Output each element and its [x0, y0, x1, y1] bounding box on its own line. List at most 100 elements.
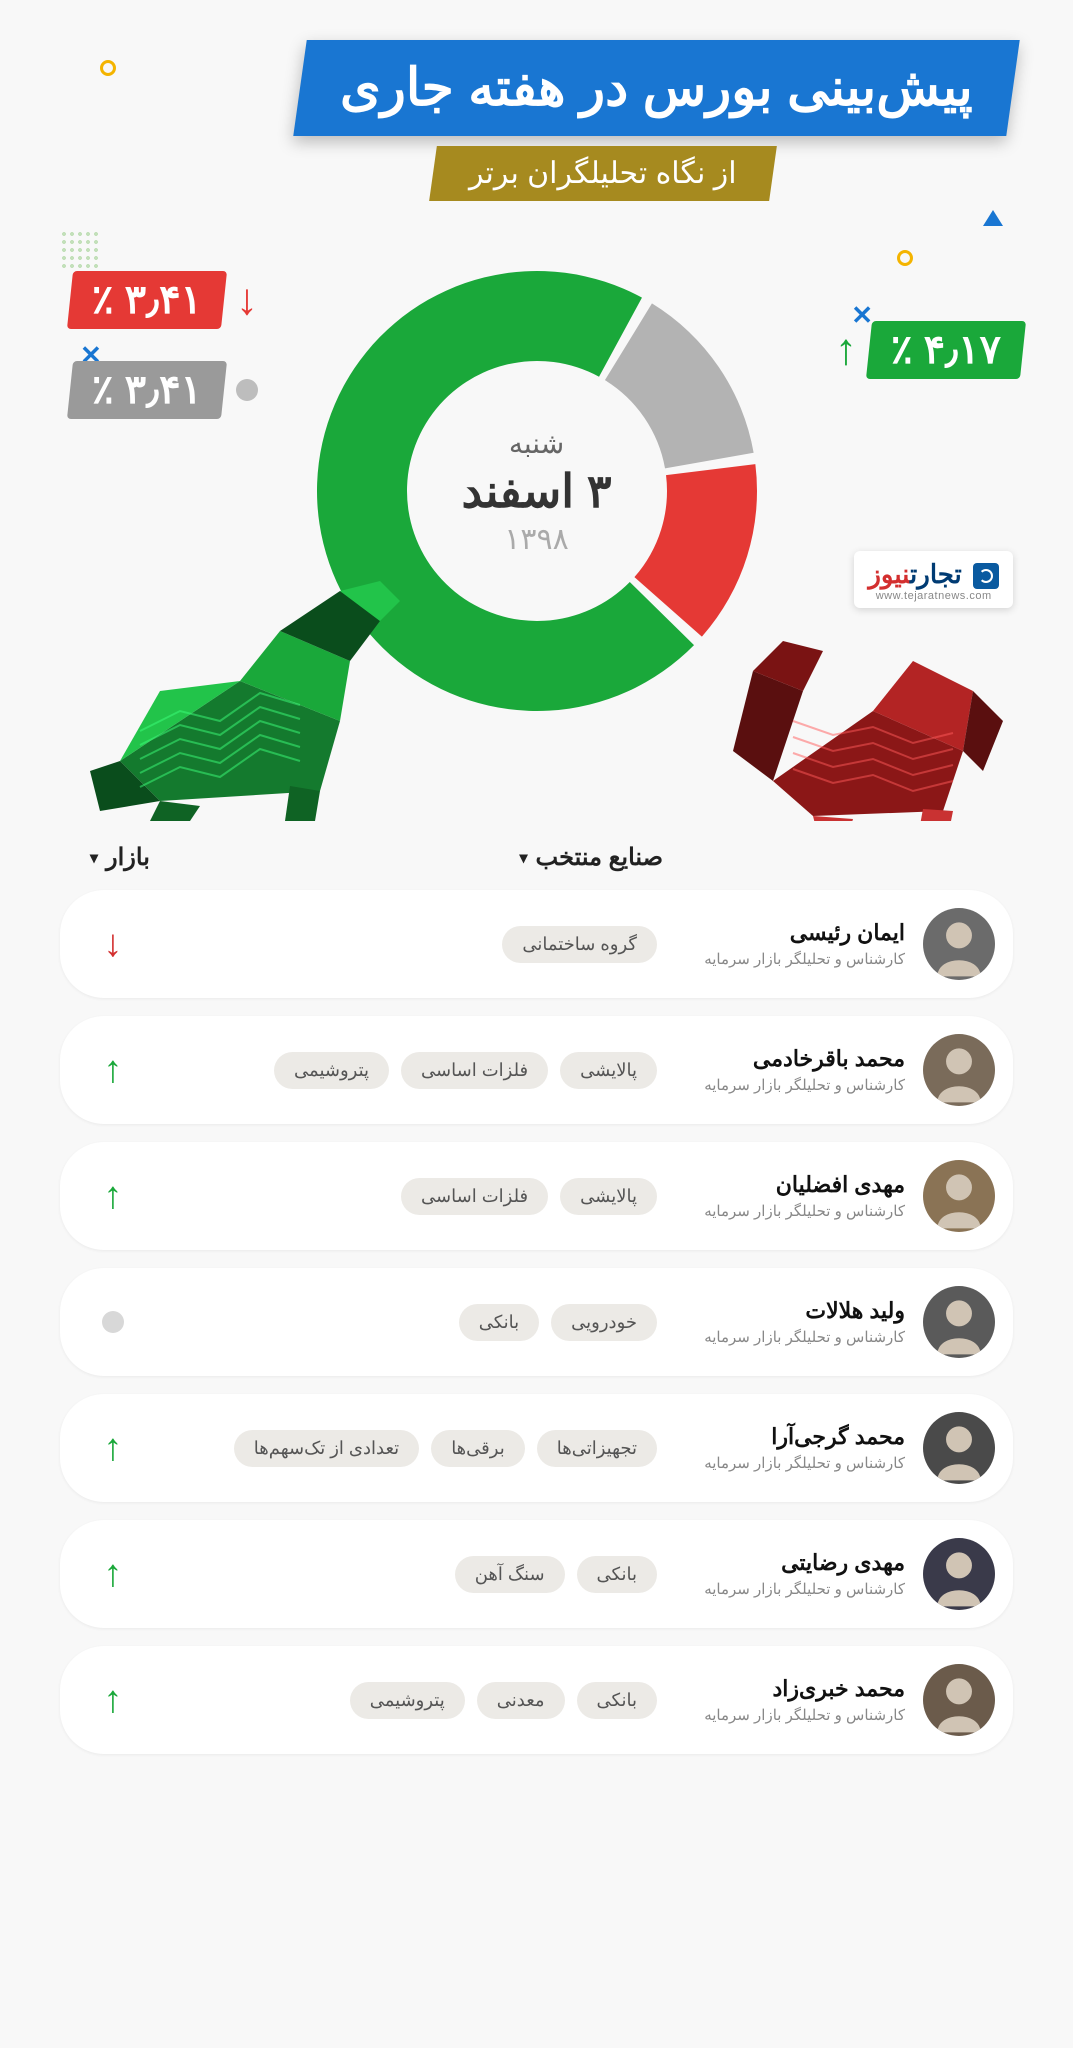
center-date: ۳ اسفند: [461, 464, 611, 518]
market-direction: ↑: [78, 1049, 148, 1092]
analyst-name: محمد خبری‌زاد: [675, 1676, 905, 1702]
analyst-info: محمد گرجی‌آرا کارشناس و تحلیلگر بازار سرم…: [675, 1424, 905, 1472]
industry-tag: فلزات اساسی: [401, 1052, 548, 1089]
table-body: ایمان رئیسی کارشناس و تحلیلگر بازار سرمای…: [60, 890, 1013, 1754]
analyst-role: کارشناس و تحلیلگر بازار سرمایه: [675, 1202, 905, 1220]
table-header: صنایع منتخب ▾ بازار ▾: [60, 831, 1013, 890]
industry-tag: بانکی: [577, 1556, 657, 1593]
market-direction: ↓: [78, 923, 148, 966]
avatar: [923, 1538, 995, 1610]
analysts-table: صنایع منتخب ▾ بازار ▾ ایمان رئیسی کارشناس…: [0, 811, 1073, 1832]
table-row[interactable]: محمد خبری‌زاد کارشناس و تحلیلگر بازار سرم…: [60, 1646, 1013, 1754]
analyst-role: کارشناس و تحلیلگر بازار سرمایه: [675, 1328, 905, 1346]
market-direction: ↑: [78, 1175, 148, 1218]
donut-center: شنبه ۳ اسفند ۱۳۹۸: [461, 427, 611, 557]
page-root: ✕ ✕ پیش‌بینی بورس در هفته جاری از نگاه ت…: [0, 0, 1073, 2048]
industry-tag: پالایشی: [560, 1052, 657, 1089]
caret-down-icon: ▾: [520, 848, 528, 868]
industry-tag: گروه ساختمانی: [502, 926, 657, 963]
analyst-name: ولید هلالات: [675, 1298, 905, 1324]
arrow-up-icon: ↑: [104, 1427, 123, 1470]
analyst-info: ایمان رئیسی کارشناس و تحلیلگر بازار سرمای…: [675, 920, 905, 968]
avatar: [923, 1160, 995, 1232]
avatar: [923, 1286, 995, 1358]
center-year: ۱۳۹۸: [461, 522, 611, 557]
market-direction: ↑: [78, 1427, 148, 1470]
industry-tag: پتروشیمی: [350, 1682, 465, 1719]
industry-tags: پالایشی فلزات اساسی: [166, 1178, 657, 1215]
col-industries[interactable]: صنایع منتخب ▾: [520, 843, 663, 872]
caret-down-icon: ▾: [90, 848, 98, 868]
title-banner: پیش‌بینی بورس در هفته جاری: [294, 40, 1020, 136]
industry-tags: پالایشی فلزات اساسی پتروشیمی: [166, 1052, 657, 1089]
analyst-role: کارشناس و تحلیلگر بازار سرمایه: [675, 1580, 905, 1598]
analyst-name: ایمان رئیسی: [675, 920, 905, 946]
market-direction: [78, 1311, 148, 1333]
industry-tags: گروه ساختمانی: [166, 926, 657, 963]
analyst-name: محمد باقرخادمی: [675, 1046, 905, 1072]
industry-tag: خودرویی: [551, 1304, 657, 1341]
page-title: پیش‌بینی بورس در هفته جاری: [340, 58, 973, 118]
industry-tag: برقی‌ها: [431, 1430, 525, 1467]
industry-tags: بانکی سنگ آهن: [166, 1556, 657, 1593]
analyst-role: کارشناس و تحلیلگر بازار سرمایه: [675, 1706, 905, 1724]
table-row[interactable]: ایمان رئیسی کارشناس و تحلیلگر بازار سرمای…: [60, 890, 1013, 998]
industry-tag: پتروشیمی: [274, 1052, 389, 1089]
table-row[interactable]: ولید هلالات کارشناس و تحلیلگر بازار سرمای…: [60, 1268, 1013, 1376]
table-row[interactable]: مهدی افضلیان کارشناس و تحلیلگر بازار سرما…: [60, 1142, 1013, 1250]
arrow-up-icon: ↑: [104, 1175, 123, 1218]
arrow-up-icon: ↑: [835, 325, 857, 375]
label-down-text: ۱۴٫۳ ٪: [92, 277, 202, 323]
industry-tag: سنگ آهن: [455, 1556, 565, 1593]
avatar: [923, 1412, 995, 1484]
analyst-info: مهدی رضایتیکارشناس و تحلیلگر بازار سرمای…: [675, 1550, 905, 1598]
avatar: [923, 908, 995, 980]
donut-chart-area: شنبه ۳ اسفند ۱۳۹۸ ۷۱٫۴ ٪ ↑ ۱۴٫۳ ٪ ↓ ۱۴٫۳…: [0, 251, 1073, 811]
brand-logo: تجارتنیوز www.tejaratnews.com: [854, 551, 1013, 608]
arrow-up-icon: ↑: [104, 1679, 123, 1722]
table-row[interactable]: مهدی رضایتیکارشناس و تحلیلگر بازار سرمای…: [60, 1520, 1013, 1628]
analyst-role: کارشناس و تحلیلگر بازار سرمایه: [675, 1454, 905, 1472]
label-neutral: ۱۴٫۳ ٪: [70, 361, 258, 419]
arrow-down-icon: ↓: [236, 275, 258, 325]
bear-graphic: [713, 601, 1013, 821]
industry-tag: تعدادی از تک‌سهم‌ها: [234, 1430, 419, 1467]
col-market[interactable]: بازار ▾: [90, 843, 150, 872]
industry-tag: تجهیزاتی‌ها: [537, 1430, 657, 1467]
industry-tags: بانکیمعدنیپتروشیمی: [166, 1682, 657, 1719]
table-row[interactable]: محمد گرجی‌آرا کارشناس و تحلیلگر بازار سرم…: [60, 1394, 1013, 1502]
header: پیش‌بینی بورس در هفته جاری از نگاه تحلیل…: [0, 0, 1073, 221]
industry-tag: پالایشی: [560, 1178, 657, 1215]
label-neutral-text: ۱۴٫۳ ٪: [92, 367, 202, 413]
label-up: ۷۱٫۴ ٪ ↑: [835, 321, 1023, 379]
arrow-up-icon: ↑: [104, 1553, 123, 1596]
logo-word1: تجارت: [910, 559, 962, 589]
avatar: [923, 1034, 995, 1106]
industry-tags: تجهیزاتی‌ها برقی‌ها تعدادی از تک‌سهم‌ها: [166, 1430, 657, 1467]
analyst-info: ولید هلالات کارشناس و تحلیلگر بازار سرمای…: [675, 1298, 905, 1346]
col-industries-label: صنایع منتخب: [536, 843, 663, 872]
dot-neutral-icon: [102, 1311, 124, 1333]
analyst-name: محمد گرجی‌آرا: [675, 1424, 905, 1450]
label-up-text: ۷۱٫۴ ٪: [891, 327, 1001, 373]
dot-neutral-icon: [236, 379, 258, 401]
arrow-down-icon: ↓: [104, 923, 123, 966]
table-row[interactable]: محمد باقرخادمی کارشناس و تحلیلگر بازار سر…: [60, 1016, 1013, 1124]
analyst-role: کارشناس و تحلیلگر بازار سرمایه: [675, 1076, 905, 1094]
industry-tags: خودرویی بانکی: [166, 1304, 657, 1341]
industry-tag: بانکی: [459, 1304, 539, 1341]
market-direction: ↑: [78, 1553, 148, 1596]
page-subtitle: از نگاه تحلیلگران برتر: [469, 156, 737, 191]
analyst-info: محمد باقرخادمی کارشناس و تحلیلگر بازار سر…: [675, 1046, 905, 1094]
donut-slice: [604, 303, 753, 468]
label-down: ۱۴٫۳ ٪ ↓: [70, 271, 258, 329]
analyst-role: کارشناس و تحلیلگر بازار سرمایه: [675, 950, 905, 968]
subtitle-banner: از نگاه تحلیلگران برتر: [430, 146, 777, 201]
logo-word2: نیوز: [868, 559, 910, 589]
industry-tag: فلزات اساسی: [401, 1178, 548, 1215]
analyst-name: مهدی افضلیان: [675, 1172, 905, 1198]
bull-graphic: [40, 561, 400, 821]
arrow-up-icon: ↑: [104, 1049, 123, 1092]
col-market-label: بازار: [106, 843, 150, 872]
center-day: شنبه: [461, 427, 611, 460]
